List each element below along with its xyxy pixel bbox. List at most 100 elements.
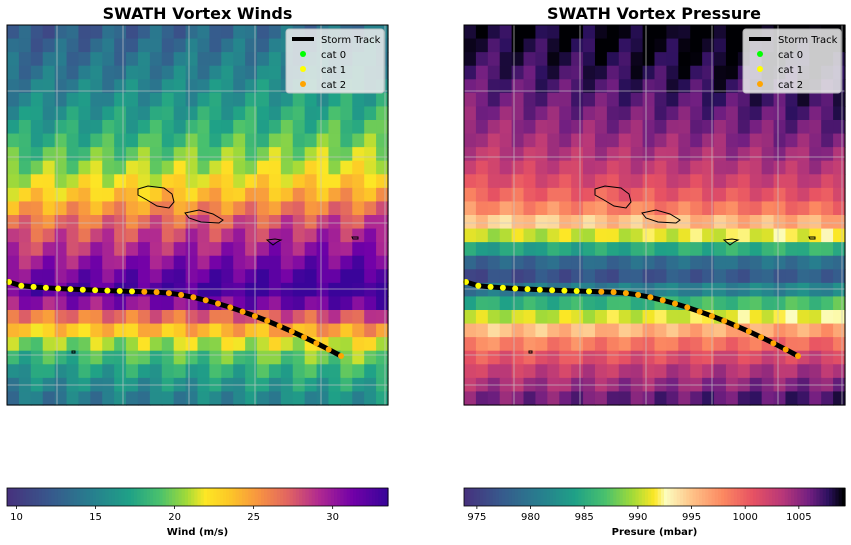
colorbar-segment <box>168 488 173 506</box>
heatmap-cell <box>797 242 810 257</box>
heatmap-cell <box>221 391 234 406</box>
colorbar-segment <box>299 488 303 506</box>
heatmap-cell <box>54 201 68 216</box>
heatmap-cell <box>559 364 572 379</box>
heatmap-cell <box>30 323 44 338</box>
colorbar-segment <box>625 488 630 506</box>
heatmap-cell <box>245 160 258 175</box>
heatmap-cell <box>559 38 572 53</box>
heatmap-cell <box>475 79 489 94</box>
heatmap-cell <box>571 323 584 338</box>
track-point-cat1 <box>475 282 482 289</box>
heatmap-cell <box>725 120 739 135</box>
heatmap-cell <box>475 120 489 135</box>
heatmap-cell <box>475 391 489 406</box>
colorbar-segment <box>191 488 195 506</box>
heatmap-cell <box>642 323 656 338</box>
legend-label: cat 0 <box>778 50 803 61</box>
heatmap-cell <box>571 255 584 270</box>
heatmap-cell <box>833 174 846 189</box>
heatmap-cell <box>328 364 341 379</box>
heatmap-cell <box>268 120 282 135</box>
heatmap-cell <box>702 296 715 311</box>
heatmap-cell <box>221 79 234 94</box>
heatmap-cell <box>209 323 222 338</box>
heatmap-cell <box>547 296 560 311</box>
heatmap-cell <box>487 160 501 175</box>
heatmap-cell <box>725 147 739 162</box>
heatmap-cell <box>102 310 115 325</box>
heatmap-cell <box>42 364 56 379</box>
colorbar-segment <box>533 488 538 506</box>
heatmap-cell <box>499 133 513 148</box>
colorbar-segment <box>124 488 129 506</box>
colorbar-tick-label: 985 <box>575 512 594 523</box>
colorbar-segment <box>241 488 246 506</box>
island-savaii <box>137 185 175 209</box>
heatmap-cell <box>197 269 211 284</box>
colorbar-segment <box>829 488 833 506</box>
heatmap-cell <box>690 282 703 298</box>
heatmap-cell <box>90 269 103 284</box>
heatmap-cell <box>666 391 679 406</box>
track-point-cat2 <box>770 340 777 347</box>
heatmap-cell <box>340 391 353 406</box>
heatmap-cell <box>340 187 353 203</box>
heatmap-cell <box>292 92 306 108</box>
heatmap-cell <box>66 79 80 94</box>
heatmap-cell <box>654 350 668 365</box>
heatmap-cell <box>114 133 127 148</box>
heatmap-cell <box>642 38 656 53</box>
heatmap-cell <box>606 174 620 189</box>
storm-track-line <box>8 279 343 359</box>
heatmap-cell <box>714 255 727 270</box>
heatmap-cell <box>511 25 525 40</box>
heatmap-cell <box>245 269 258 284</box>
heatmap-cell <box>114 364 127 379</box>
heatmap-cell <box>773 391 787 406</box>
heatmap-cell <box>535 79 548 94</box>
heatmap-cell <box>475 296 489 311</box>
colorbar-segment <box>600 488 605 506</box>
heatmap-cell <box>280 337 294 352</box>
heatmap-cell <box>328 310 341 325</box>
heatmap-cell <box>571 133 584 148</box>
track-point-cat1 <box>536 286 543 293</box>
island-manua <box>351 236 359 240</box>
heatmap-cell <box>654 187 668 203</box>
heatmap-cell <box>737 215 751 230</box>
heatmap-cell <box>594 201 608 216</box>
heatmap-cell <box>304 282 318 298</box>
heatmap-cell <box>245 52 258 67</box>
heatmap-cell <box>833 215 846 230</box>
heatmap-cell <box>114 269 127 284</box>
heatmap-cell <box>690 242 703 257</box>
heatmap-cell <box>7 364 20 379</box>
heatmap-cell <box>161 106 175 121</box>
heatmap-cell <box>197 174 211 189</box>
heatmap-cell <box>499 79 513 94</box>
heatmap-cell <box>66 255 80 270</box>
heatmap-cell <box>149 228 163 243</box>
heatmap-cell <box>66 310 80 325</box>
track-point-cat1 <box>18 282 25 289</box>
heatmap-cell <box>761 187 775 203</box>
colorbar-segment <box>619 488 624 506</box>
heatmap-cell <box>523 215 537 230</box>
heatmap-cell <box>583 92 596 108</box>
heatmap-cell <box>316 269 330 284</box>
heatmap-cell <box>114 25 127 40</box>
heatmap-cell <box>737 242 751 257</box>
heatmap-cell <box>487 65 501 80</box>
heatmap-cell <box>547 310 560 325</box>
colorbar-segment <box>730 488 735 506</box>
heatmap-cell <box>352 187 365 203</box>
heatmap-cell <box>376 160 389 175</box>
colorbar-segment <box>800 488 805 506</box>
heatmap-cell <box>233 38 246 53</box>
heatmap-cell <box>809 147 822 162</box>
colorbar-segment <box>746 488 751 506</box>
heatmap-cell <box>511 337 525 352</box>
heatmap-cell <box>797 174 810 189</box>
heatmap-cell <box>185 120 199 135</box>
